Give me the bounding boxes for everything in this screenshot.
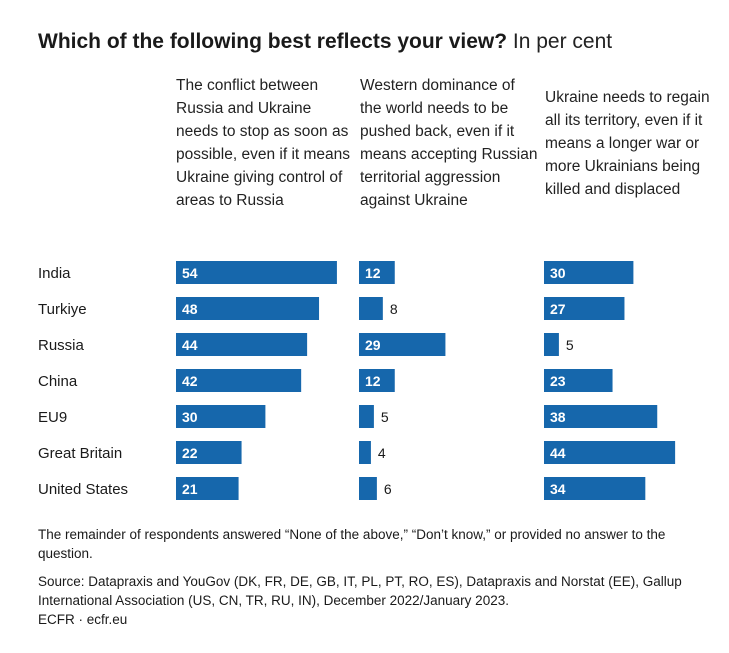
value-label-russia-series-1: 29 bbox=[365, 337, 381, 353]
bar-russia-series-2 bbox=[544, 333, 559, 356]
category-label-united-states: United States bbox=[38, 481, 128, 498]
value-label-eu9-series-2: 38 bbox=[550, 409, 566, 425]
chart-title-main: Which of the following best reflects you… bbox=[38, 30, 508, 53]
bar-india-series-2 bbox=[544, 261, 634, 284]
bar-united-states-series-0 bbox=[176, 477, 239, 500]
bar-united-states-series-2 bbox=[544, 477, 646, 500]
category-label-india: India bbox=[38, 265, 71, 282]
bar-india-series-0 bbox=[176, 261, 337, 284]
value-label-russia-series-0: 44 bbox=[182, 337, 198, 353]
category-label-china: China bbox=[38, 373, 78, 390]
value-label-india-series-0: 54 bbox=[182, 265, 198, 281]
chart-title: Which of the following best reflects you… bbox=[38, 30, 612, 54]
bar-china-series-0 bbox=[176, 369, 302, 392]
column-header-western-dominance: Western dominance of the world needs to … bbox=[360, 77, 538, 209]
bar-great-britain-series-2 bbox=[544, 441, 676, 464]
category-label-great-britain: Great Britain bbox=[38, 445, 122, 462]
bar-china-series-1 bbox=[359, 369, 395, 392]
category-label-eu9: EU9 bbox=[38, 409, 67, 426]
value-label-united-states-series-1: 6 bbox=[384, 481, 392, 497]
value-label-china-series-1: 12 bbox=[365, 373, 381, 389]
category-label-turkiye: Turkiye bbox=[38, 301, 87, 318]
footnote-credit: ECFR · ecfr.eu bbox=[38, 612, 128, 627]
column-header-stop-conflict: The conflict between Russia and Ukraine … bbox=[176, 77, 351, 209]
value-label-turkiye-series-1: 8 bbox=[390, 301, 398, 317]
bar-eu9-series-0 bbox=[176, 405, 266, 428]
value-label-china-series-0: 42 bbox=[182, 373, 198, 389]
value-label-eu9-series-0: 30 bbox=[182, 409, 198, 425]
bar-turkiye-series-2 bbox=[544, 297, 625, 320]
bar-great-britain-series-1 bbox=[359, 441, 371, 464]
value-label-india-series-2: 30 bbox=[550, 265, 566, 281]
value-label-great-britain-series-2: 44 bbox=[550, 445, 566, 461]
value-label-great-britain-series-0: 22 bbox=[182, 445, 198, 461]
value-label-china-series-2: 23 bbox=[550, 373, 566, 389]
bar-great-britain-series-0 bbox=[176, 441, 242, 464]
bar-united-states-series-1 bbox=[359, 477, 377, 500]
bar-india-series-1 bbox=[359, 261, 395, 284]
footnote-remainder: The remainder of respondents answered “N… bbox=[38, 527, 666, 561]
bar-eu9-series-1 bbox=[359, 405, 374, 428]
value-label-eu9-series-1: 5 bbox=[381, 409, 389, 425]
value-label-united-states-series-0: 21 bbox=[182, 481, 198, 497]
bar-china-series-2 bbox=[544, 369, 613, 392]
chart-title-unit: In per cent bbox=[512, 30, 613, 53]
category-label-russia: Russia bbox=[38, 337, 85, 354]
value-label-russia-series-2: 5 bbox=[566, 337, 574, 353]
value-label-great-britain-series-1: 4 bbox=[378, 445, 386, 461]
value-label-india-series-1: 12 bbox=[365, 265, 381, 281]
bar-russia-series-1 bbox=[359, 333, 446, 356]
bar-russia-series-0 bbox=[176, 333, 308, 356]
value-label-turkiye-series-2: 27 bbox=[550, 301, 566, 317]
value-label-united-states-series-2: 34 bbox=[550, 481, 566, 497]
value-label-turkiye-series-0: 48 bbox=[182, 301, 198, 317]
column-header-regain-territory: Ukraine needs to regain all its territor… bbox=[545, 89, 710, 198]
footnote-source: Source: Datapraxis and YouGov (DK, FR, D… bbox=[38, 574, 682, 608]
bar-turkiye-series-1 bbox=[359, 297, 383, 320]
bar-eu9-series-2 bbox=[544, 405, 658, 428]
bar-turkiye-series-0 bbox=[176, 297, 320, 320]
